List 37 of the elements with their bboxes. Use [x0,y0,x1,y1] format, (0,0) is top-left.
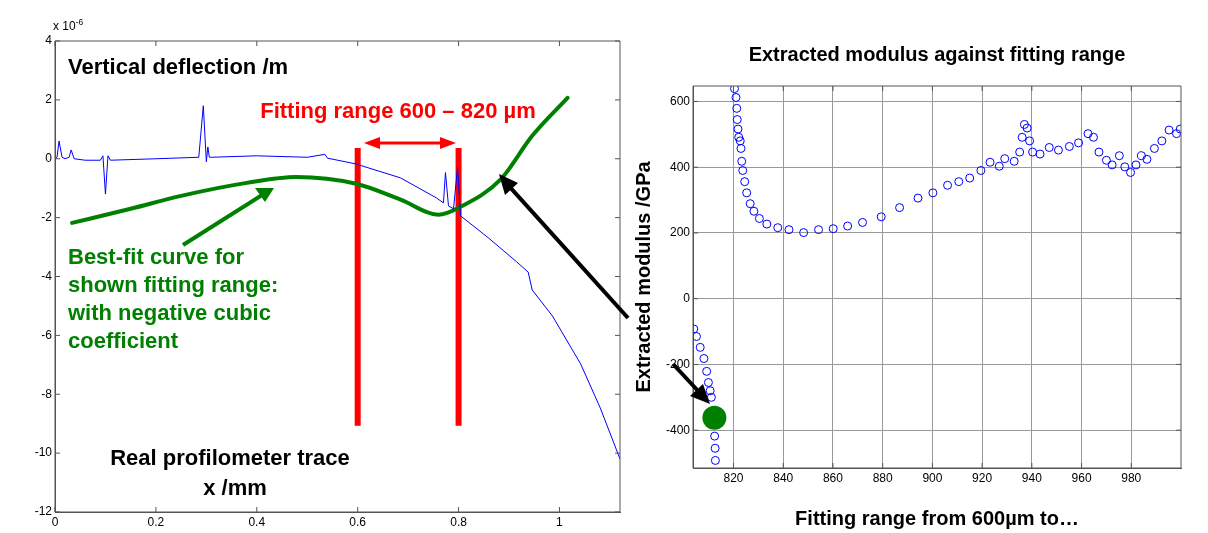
y-tick-label: 0 [683,291,691,306]
annotation: Real profilometer trace [110,445,350,471]
y-tick-label: -10 [34,445,53,460]
y-tick-label: -6 [41,327,53,342]
x-tick-label: 960 [1071,470,1092,485]
chart-title: Extracted modulus against fitting range [748,42,1126,65]
y-tick-label: -4 [41,268,53,283]
line-series [70,95,570,225]
x-tick-label: 0.6 [349,514,367,529]
y-tick-label: -400 [665,422,691,437]
x-tick-label: 0.4 [248,514,266,529]
y-tick-label: 4 [45,33,53,48]
y-tick-label: -8 [41,386,53,401]
x-tick-label: 1 [556,514,564,529]
x-tick-label: 880 [872,470,894,485]
x-axis-title: Fitting range from 600µm to… [795,506,1079,529]
x-tick-label: 860 [822,470,844,485]
y-tick-label: 2 [45,92,53,107]
x-tick-label: 820 [723,470,744,485]
x-tick-label: 0.2 [147,514,165,529]
x-tick-label: 0.8 [450,514,468,529]
x-tick-label: 840 [773,470,794,485]
y-tick-label: 200 [669,225,691,240]
y-tick-label: 400 [669,159,691,174]
legend-label: Best-fit curve for shown fitting range: with negative cubic coefficient [67,244,279,354]
y-tick-label: -2 [41,209,53,224]
y-axis-title: Extracted modulus /GPa [631,160,654,393]
x-tick-label: 920 [972,470,993,485]
x-tick-label: 980 [1121,470,1142,485]
y-tick-label: 600 [669,93,691,108]
y-axis-title: Vertical deflection /m [68,54,289,80]
x-axis-title: x /mm [203,475,267,501]
x-tick-label: 940 [1021,470,1043,485]
y-tick-label: 0 [45,151,53,166]
y-tick-label: -12 [34,504,53,519]
x-tick-label: 900 [922,470,943,485]
annotation: Fitting range 600 – 820 µm [260,98,536,124]
